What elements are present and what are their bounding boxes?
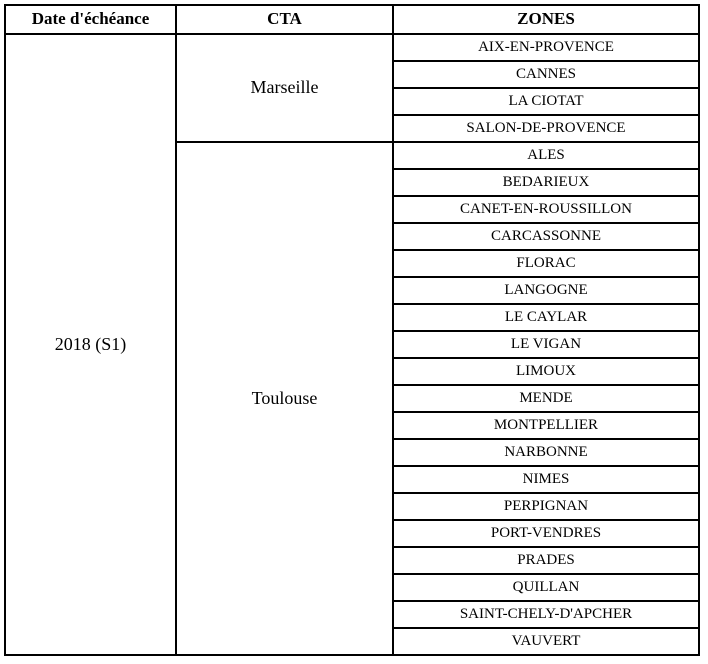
table-row: LE CAYLAR xyxy=(5,303,700,332)
zone-cell: FLORAC xyxy=(392,249,700,278)
zone-cell: MONTPELLIER xyxy=(392,411,700,440)
zone-cell: LE CAYLAR xyxy=(392,303,700,332)
table-row: CARCASSONNE xyxy=(5,222,700,251)
table-row: CANET-EN-ROUSSILLON xyxy=(5,195,700,224)
header-date-echeance: Date d'échéance xyxy=(4,4,177,35)
table-row: LA CIOTAT xyxy=(5,87,700,116)
table-row: SALON-DE-PROVENCE xyxy=(5,114,700,143)
table-row: SAINT-CHELY-D'APCHER xyxy=(5,600,700,629)
zone-cell: LE VIGAN xyxy=(392,330,700,359)
zone-cell: ALES xyxy=(392,141,700,170)
header-zones: ZONES xyxy=(392,4,700,35)
cta-cell-toulouse: Toulouse xyxy=(175,141,394,656)
zone-cell: AIX-EN-PROVENCE xyxy=(392,33,700,62)
zone-cell: CARCASSONNE xyxy=(392,222,700,251)
zone-cell: PERPIGNAN xyxy=(392,492,700,521)
table-row: LE VIGAN xyxy=(5,330,700,359)
table-row: 2018 (S1) Marseille AIX-EN-PROVENCE xyxy=(4,33,700,656)
table-row: Toulouse ALES xyxy=(5,141,700,656)
zone-cell: BEDARIEUX xyxy=(392,168,700,197)
table-row: FLORAC xyxy=(5,249,700,278)
zone-cell: LANGOGNE xyxy=(392,276,700,305)
table-row: NIMES xyxy=(5,465,700,494)
table-row: MENDE xyxy=(5,384,700,413)
table-row: CANNES xyxy=(5,60,700,89)
zone-cell: NIMES xyxy=(392,465,700,494)
zone-cell: VAUVERT xyxy=(392,627,700,656)
zone-cell: PORT-VENDRES xyxy=(392,519,700,548)
table-row: PRADES xyxy=(5,546,700,575)
zone-cell: PRADES xyxy=(392,546,700,575)
table-row: PORT-VENDRES xyxy=(5,519,700,548)
zone-cell: SAINT-CHELY-D'APCHER xyxy=(392,600,700,629)
zone-cell: QUILLAN xyxy=(392,573,700,602)
table-row: NARBONNE xyxy=(5,438,700,467)
table-row: LANGOGNE xyxy=(5,276,700,305)
table-row: MONTPELLIER xyxy=(5,411,700,440)
zone-cell: MENDE xyxy=(392,384,700,413)
table-row: VAUVERT xyxy=(5,627,700,656)
zone-cell: SALON-DE-PROVENCE xyxy=(392,114,700,143)
table-row: LIMOUX xyxy=(5,357,700,386)
table-row: QUILLAN xyxy=(5,573,700,602)
header-row: Date d'échéance CTA ZONES xyxy=(4,4,700,35)
zone-cell: NARBONNE xyxy=(392,438,700,467)
date-echeance-cell: 2018 (S1) xyxy=(4,33,177,656)
zone-cell: CANNES xyxy=(392,60,700,89)
header-cta: CTA xyxy=(175,4,394,35)
zone-cell: CANET-EN-ROUSSILLON xyxy=(392,195,700,224)
table-row: BEDARIEUX xyxy=(5,168,700,197)
zone-cell: LA CIOTAT xyxy=(392,87,700,116)
echeance-zones-table: Date d'échéance CTA ZONES 2018 (S1) Mars… xyxy=(4,4,700,656)
zone-cell: LIMOUX xyxy=(392,357,700,386)
table-row: PERPIGNAN xyxy=(5,492,700,521)
cta-cell-marseille: Marseille xyxy=(175,33,394,143)
